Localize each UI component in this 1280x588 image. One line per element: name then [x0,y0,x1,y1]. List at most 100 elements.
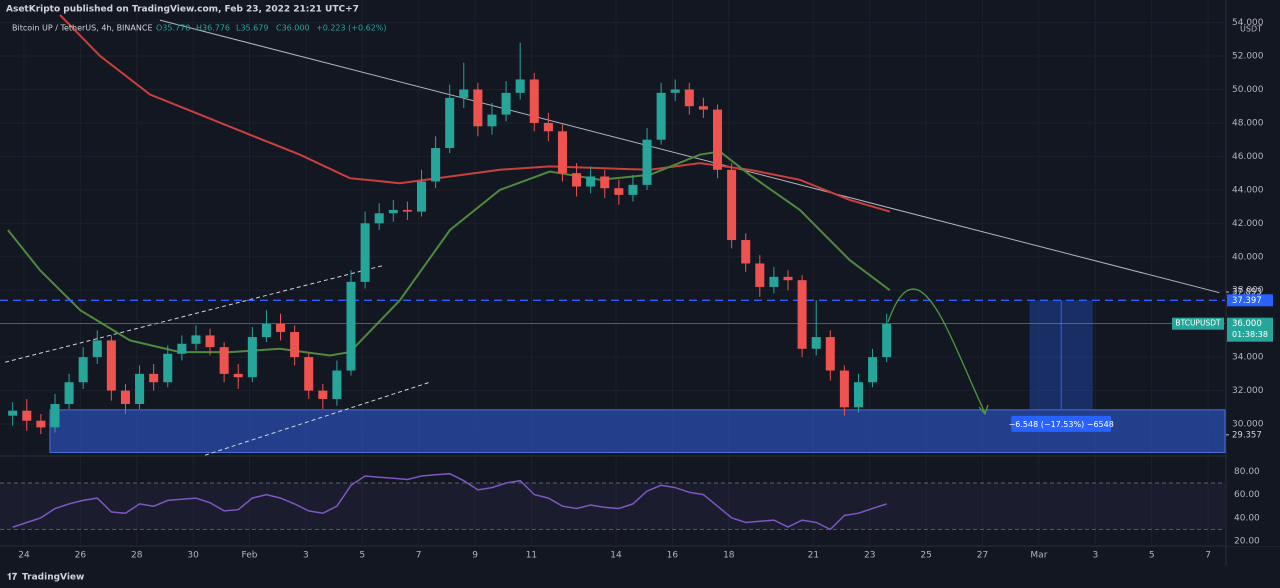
candle-body [811,337,821,349]
ohlc-value: +0.223 (+0.62%) [316,24,387,33]
ohlc-value: C36.000 [276,24,310,33]
x-tick-label: 24 [18,551,30,561]
x-tick-label: 9 [472,551,478,561]
footer: TradingView [22,573,84,583]
candle-body [684,89,694,107]
candle-body [318,390,328,399]
candle-body [557,131,567,174]
candle-body [445,97,455,149]
candle-body [868,357,878,383]
candle-body [92,340,102,358]
candle-body [600,176,610,189]
publisher: AsetKripto published on TradingView.com,… [6,5,359,15]
measure-label: −6.548 (−17.53%) −6548 [1009,420,1114,429]
x-tick-label: 14 [610,551,622,561]
ohlc-value: H36.776 [196,24,230,33]
y-tick-label: 30.000 [1232,420,1264,430]
rsi-tick-label: 20.00 [1234,537,1260,547]
candle-body [120,390,130,404]
x-tick-label: 5 [359,551,365,561]
candle-body [727,169,737,241]
candle-body [501,92,511,115]
candle-body [135,373,145,404]
x-tick-label: 25 [920,551,931,561]
logo: 𝟏𝟕 [7,572,17,583]
x-tick-label: 7 [416,551,422,561]
x-tick-label: 3 [1092,551,1098,561]
x-tick-label: 21 [808,551,819,561]
candle-body [163,353,173,383]
candle-body [219,347,229,374]
x-tick-label: 23 [864,551,875,561]
x-tick-label: 3 [303,551,309,561]
grid [0,0,1225,545]
candle-body [332,370,342,399]
measure-label-box [1011,415,1112,432]
x-tick-label: 28 [131,551,143,561]
candle-body [670,89,680,93]
y-tick-label: 50.000 [1232,85,1264,95]
candle-body [529,79,539,123]
candle-body [487,114,497,127]
candle-body [741,240,751,264]
candle-body [628,184,638,195]
rsi-line [12,472,887,531]
candle-body [402,209,412,212]
candle-body [22,410,32,421]
candle-body [769,276,779,287]
y-tick-label: 38.000 [1232,286,1264,296]
candle-body [416,181,427,212]
symbol-box [1172,317,1224,330]
legend: Bitcoin UP / TetherUS, 4h, BINANCE O35.77… [12,24,387,33]
candle-body [290,332,300,358]
moving-average [7,150,891,357]
y-tick-label: 32.000 [1232,386,1264,396]
price-label: 37.893 [1232,288,1262,298]
y-tick-label: 46.000 [1232,152,1264,162]
candle-body [825,337,835,371]
rsi-tick-label: 80.00 [1234,467,1260,477]
candle-body [473,89,483,127]
candle-body [106,340,116,391]
y-tick-label: 48.000 [1232,118,1264,128]
candle-body [191,335,201,344]
footer-bar [0,566,1280,588]
price-label-box [1227,294,1273,307]
price-axis [1226,0,1280,546]
x-tick-label: Feb [242,551,258,561]
candle-body [346,281,356,371]
candle-body [882,323,892,358]
x-tick-label: 11 [526,551,537,561]
candle-body [374,213,384,224]
candle-body [572,173,582,187]
ohlc-value: O35.778 [156,24,190,33]
price-label: 36.000 [1232,319,1262,329]
unit: USDT [1240,25,1262,34]
trend-line [159,19,1220,294]
trend-line [204,381,431,456]
moving-average [59,14,891,213]
candle-body [713,109,723,170]
candle-body [304,357,314,391]
x-tick-label: 18 [723,551,735,561]
candle-body [698,106,708,110]
y-tick-label: 34.000 [1232,353,1264,363]
y-tick-label: 44.000 [1232,185,1264,195]
x-tick-label: 27 [977,551,988,561]
x-tick-label: 7 [1205,551,1211,561]
x-tick-label: 16 [667,551,679,561]
candle-body [388,209,398,214]
candle-body [642,139,652,185]
candle-body [755,263,765,287]
rsi-tick-label: 60.00 [1234,490,1260,500]
candle-body [205,335,215,348]
candle-body [233,373,243,378]
price-label: 37.397 [1232,296,1262,306]
symbol-label: BTCUPUSDT [1175,319,1221,328]
candle-body [78,357,88,383]
rsi-band [0,482,1225,530]
candle-body [247,337,257,378]
x-tick-label: Mar [1030,551,1047,561]
